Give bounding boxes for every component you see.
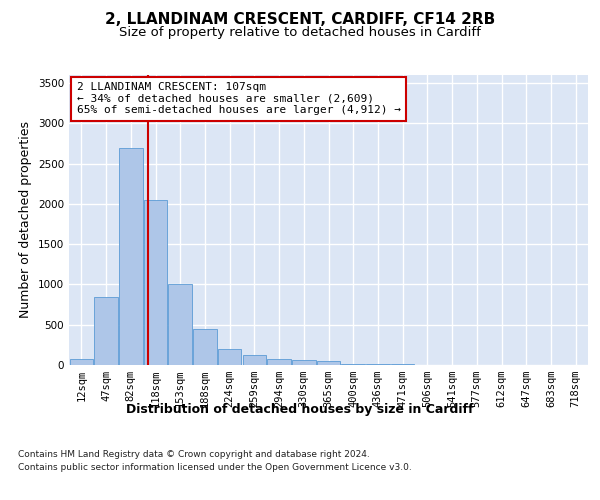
Text: 2 LLANDINAM CRESCENT: 107sqm
← 34% of detached houses are smaller (2,609)
65% of: 2 LLANDINAM CRESCENT: 107sqm ← 34% of de…	[77, 82, 401, 116]
Bar	[169, 284, 192, 365]
Bar	[242, 354, 266, 365]
Bar	[218, 349, 241, 365]
Bar	[70, 359, 93, 365]
Text: Contains public sector information licensed under the Open Government Licence v3: Contains public sector information licen…	[18, 462, 412, 471]
Bar	[292, 360, 316, 365]
Bar	[193, 329, 217, 365]
Bar	[341, 364, 365, 365]
Bar	[119, 148, 143, 365]
Y-axis label: Number of detached properties: Number of detached properties	[19, 122, 32, 318]
Bar	[366, 364, 389, 365]
Bar	[391, 364, 415, 365]
Bar	[268, 358, 291, 365]
Text: Distribution of detached houses by size in Cardiff: Distribution of detached houses by size …	[126, 402, 474, 415]
Text: Size of property relative to detached houses in Cardiff: Size of property relative to detached ho…	[119, 26, 481, 39]
Text: Contains HM Land Registry data © Crown copyright and database right 2024.: Contains HM Land Registry data © Crown c…	[18, 450, 370, 459]
Text: 2, LLANDINAM CRESCENT, CARDIFF, CF14 2RB: 2, LLANDINAM CRESCENT, CARDIFF, CF14 2RB	[105, 12, 495, 28]
Bar	[317, 362, 340, 365]
Bar	[94, 296, 118, 365]
Bar	[144, 200, 167, 365]
